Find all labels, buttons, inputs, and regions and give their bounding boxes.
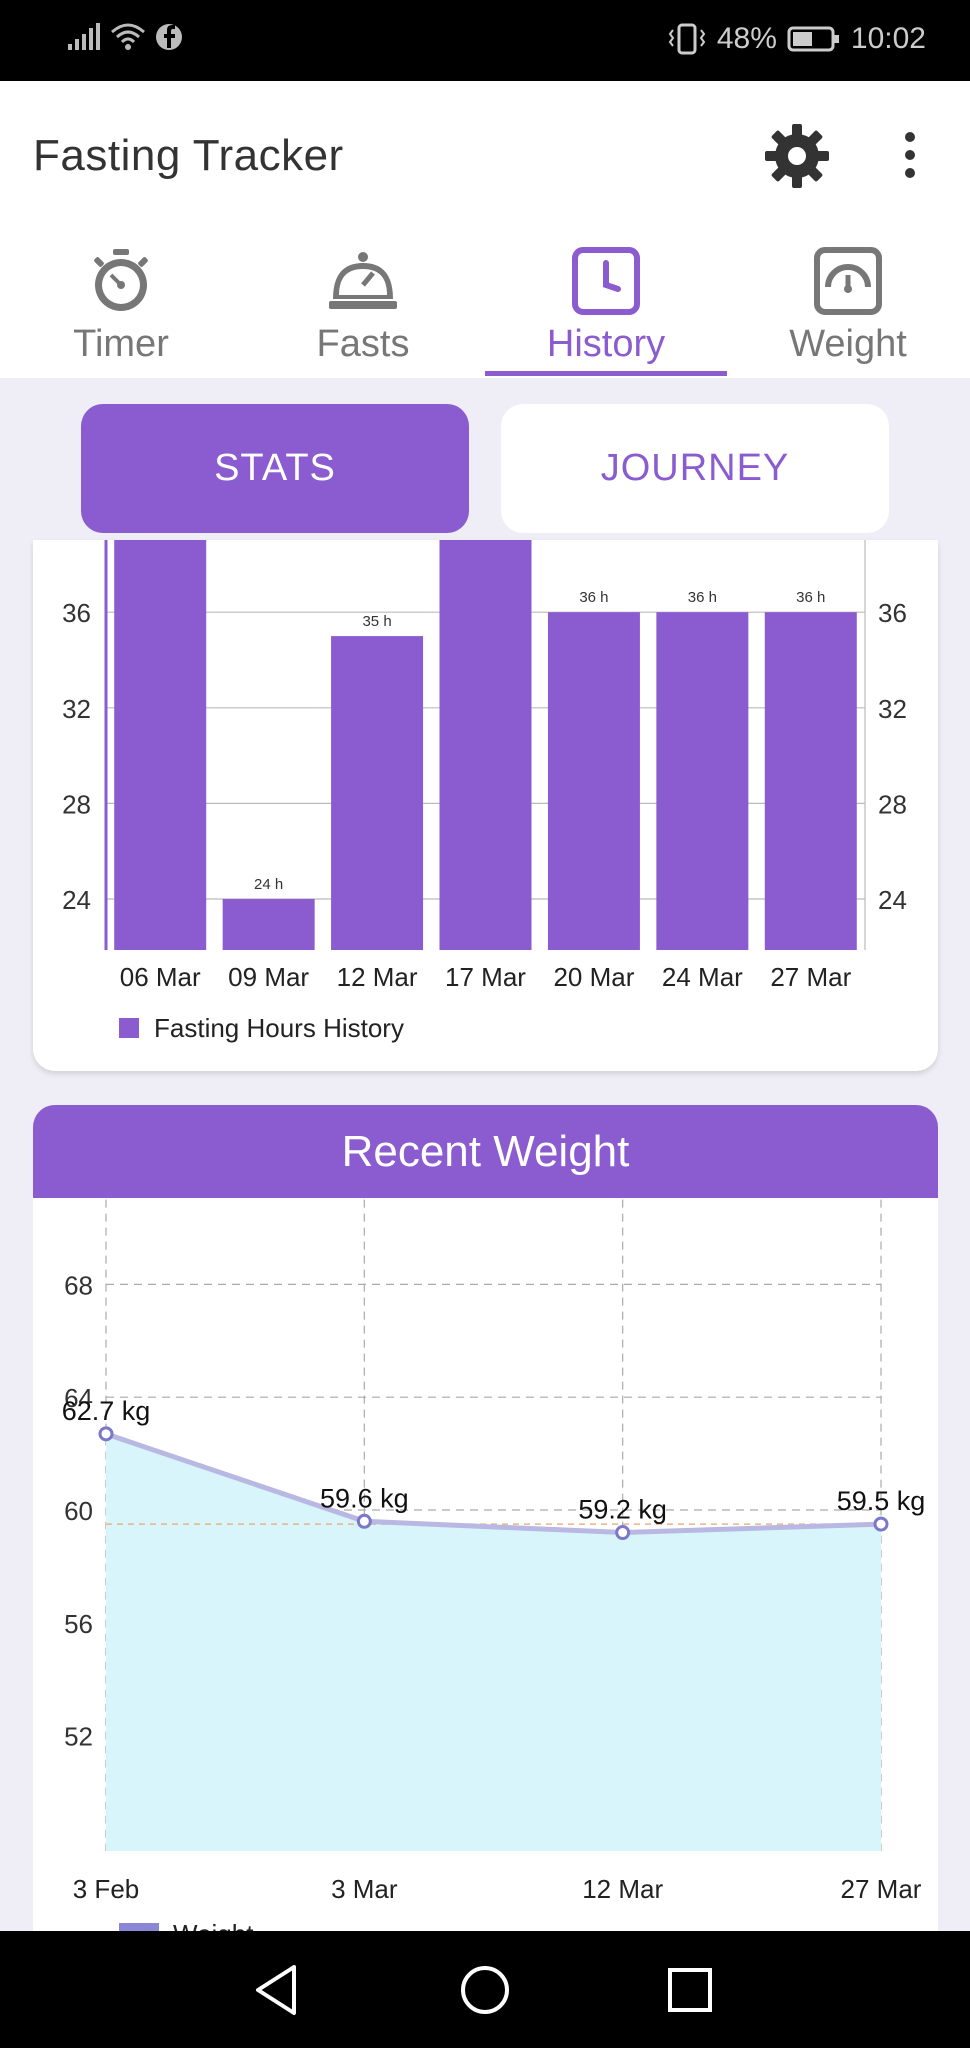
weight-point (98, 1426, 114, 1442)
status-right: 48% 10:02 (667, 22, 926, 56)
x-tick-label: 12 Mar (337, 962, 418, 992)
tab-fasts[interactable]: Fasts (242, 231, 484, 378)
clock-time: 10:02 (850, 22, 926, 55)
x-tick-label: 3 Mar (331, 1874, 398, 1904)
home-icon[interactable] (450, 1955, 520, 2025)
bar-data-label: 24 h (254, 876, 283, 893)
bar (222, 899, 315, 950)
y-tick-label: 60 (64, 1496, 93, 1526)
weight-line (105, 1431, 882, 1536)
battery-icon (787, 26, 839, 52)
legend-swatch (119, 1018, 139, 1038)
weight-point (873, 1516, 889, 1532)
x-tick-label: 24 Mar (662, 962, 743, 992)
weight-point (615, 1525, 631, 1541)
stopwatch-icon (94, 249, 148, 311)
bar (439, 540, 532, 950)
y-tick-label-right: 24 (878, 885, 907, 915)
y-tick-label-right: 36 (878, 598, 907, 628)
weight-data-label: 59.5 kg (837, 1486, 926, 1516)
bar-data-label: 36 h (579, 589, 608, 606)
signal-icon (68, 23, 100, 50)
legend-label: Fasting Hours History (154, 1013, 404, 1043)
battery-percent: 48% (716, 22, 777, 55)
weight-data-label: 62.7 kg (62, 1396, 151, 1426)
weight-point (356, 1513, 372, 1529)
y-tick-label: 32 (62, 694, 91, 724)
tab-label: Fasts (316, 323, 410, 365)
y-tick-label: 36 (62, 598, 91, 628)
clock-icon (572, 247, 640, 315)
bar (114, 540, 207, 950)
y-tick-label: 56 (64, 1609, 93, 1639)
x-tick-label: 12 Mar (582, 1874, 663, 1904)
fasting-history-card: 24 24 28 28 32 32 36 36 06 Mar 24 h 09 Mar 35 h 12 M… (33, 540, 938, 1071)
x-tick-label: 3 Feb (73, 1874, 140, 1904)
back-icon[interactable] (242, 1955, 312, 2025)
tab-timer[interactable]: Timer (0, 231, 242, 378)
tab-label: History (546, 323, 666, 365)
bar-data-label: 36 h (688, 589, 717, 606)
facebook-icon (156, 24, 182, 50)
recents-icon[interactable] (655, 1955, 725, 2025)
app-title: Fasting Tracker (33, 131, 344, 180)
wifi-icon (111, 23, 145, 50)
main-tabs: Timer Fasts History Weight (0, 231, 970, 378)
y-tick-label-right: 28 (878, 789, 907, 819)
vibrate-icon (668, 23, 706, 55)
weight-data-label: 59.6 kg (320, 1483, 409, 1513)
y-tick-label: 52 (64, 1722, 93, 1752)
x-tick-label: 20 Mar (553, 962, 634, 992)
weight-data-label: 59.2 kg (578, 1495, 667, 1525)
journey-button[interactable]: JOURNEY (501, 404, 889, 533)
status-left (66, 22, 184, 52)
bar-data-label: 35 h (362, 613, 391, 630)
x-tick-label: 09 Mar (228, 962, 309, 992)
tab-indicator (485, 371, 727, 376)
status-bar: 48% 10:02 (0, 0, 970, 81)
cloche-icon (329, 252, 397, 309)
x-tick-label: 27 Mar (770, 962, 851, 992)
stats-button[interactable]: STATS (81, 404, 469, 533)
more-options-icon[interactable] (895, 130, 925, 180)
bar (764, 612, 857, 950)
fasting-hours-chart: 24 24 28 28 32 32 36 36 06 Mar 24 h 09 Mar 35 h 12 M… (62, 540, 907, 1043)
tab-label: Timer (73, 323, 169, 365)
bar (547, 612, 640, 950)
y-tick-label: 68 (64, 1270, 93, 1300)
tab-weight[interactable]: Weight (727, 231, 969, 378)
tab-history[interactable]: History (485, 231, 727, 378)
y-tick-label: 28 (62, 789, 91, 819)
gear-icon[interactable] (763, 122, 831, 190)
tab-label: Weight (789, 323, 907, 365)
recent-weight-title: Recent Weight (33, 1105, 938, 1198)
x-tick-label: 27 Mar (841, 1874, 922, 1904)
x-tick-label: 17 Mar (445, 962, 526, 992)
x-tick-label: 06 Mar (120, 962, 201, 992)
y-tick-label-right: 32 (878, 694, 907, 724)
weight-area (106, 1433, 881, 1851)
bar (331, 636, 424, 950)
y-tick-label: 64 (64, 1383, 93, 1413)
system-nav-bar (0, 1931, 970, 2048)
y-tick-label: 24 (62, 885, 91, 915)
scale-icon (814, 247, 882, 315)
bar (656, 612, 749, 950)
bar-data-label: 36 h (796, 589, 825, 606)
